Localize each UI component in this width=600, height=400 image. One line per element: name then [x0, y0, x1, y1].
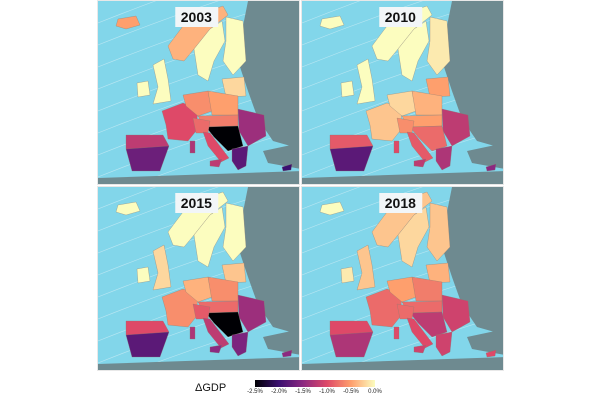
region-iceland — [115, 201, 141, 216]
map-panel-2015: 2015 — [97, 186, 300, 371]
region-sicily — [413, 344, 427, 354]
legend-tick: -2.5% — [247, 389, 263, 395]
region-greece — [231, 145, 249, 171]
africa-land — [302, 357, 503, 370]
region-ireland — [340, 266, 355, 284]
map-panel-2003: 2003 — [97, 0, 300, 185]
region-finland — [222, 16, 247, 76]
region-baltic — [425, 76, 451, 98]
region-romania-bulgaria — [237, 294, 267, 333]
region-germany — [386, 276, 417, 303]
region-ireland — [136, 266, 151, 284]
region-italy-south — [202, 131, 230, 163]
legend-tick: 0.0% — [368, 389, 382, 395]
region-sweden — [193, 20, 226, 82]
region-sweden — [397, 20, 430, 82]
region-iberia-south — [329, 145, 374, 172]
year-label: 2018 — [378, 193, 422, 213]
region-sicily — [209, 344, 223, 354]
region-sardinia — [393, 140, 400, 154]
region-italy-south — [406, 317, 434, 349]
region-sicily — [413, 158, 427, 168]
region-sardinia — [393, 326, 400, 340]
africa-land — [302, 171, 503, 184]
turkey-land — [263, 143, 299, 169]
russia-land — [442, 187, 503, 335]
region-uk — [356, 244, 376, 291]
region-iberia-south — [125, 331, 170, 358]
region-cyprus — [485, 163, 497, 172]
legend-tick: -1.0% — [319, 389, 335, 395]
color-legend: ΔGDP -2.5% -2.0% -1.5% -1.0% -0.5% 0.0% — [195, 376, 425, 400]
region-cyprus — [281, 163, 293, 172]
turkey-land — [467, 329, 503, 355]
region-sicily — [209, 158, 223, 168]
russia-land — [238, 1, 299, 149]
region-germany — [182, 90, 213, 117]
region-romania-bulgaria — [441, 108, 471, 147]
russia-land — [238, 187, 299, 335]
region-ireland — [340, 80, 355, 98]
region-italy-south — [406, 131, 434, 163]
region-greece — [435, 145, 453, 171]
legend-tick: -0.5% — [343, 389, 359, 395]
region-baltic — [221, 76, 247, 98]
year-label: 2003 — [174, 7, 218, 27]
region-sardinia — [189, 326, 196, 340]
region-uk — [152, 244, 172, 291]
legend-label: ΔGDP — [195, 382, 227, 394]
region-iberia-south — [329, 331, 374, 358]
region-italy-south — [202, 317, 230, 349]
africa-land — [98, 171, 299, 184]
region-germany — [386, 90, 417, 117]
region-iceland — [115, 15, 141, 30]
region-sweden — [193, 206, 226, 268]
graticule-line — [98, 1, 157, 24]
region-iceland — [319, 201, 345, 216]
region-baltic — [425, 262, 451, 284]
region-uk — [356, 58, 376, 105]
map-panel-2010: 2010 — [301, 0, 504, 185]
turkey-land — [467, 143, 503, 169]
region-finland — [222, 202, 247, 262]
russia-land — [442, 1, 503, 149]
region-romania-bulgaria — [237, 108, 267, 147]
region-sweden — [397, 206, 430, 268]
europe-map — [98, 187, 299, 370]
region-greece — [231, 331, 249, 357]
region-cyprus — [485, 349, 497, 358]
africa-land — [98, 357, 299, 370]
region-uk — [152, 58, 172, 105]
region-finland — [426, 16, 451, 76]
graticule-line — [302, 1, 361, 24]
year-label: 2010 — [378, 7, 422, 27]
region-iceland — [319, 15, 345, 30]
region-finland — [426, 202, 451, 262]
europe-map — [98, 1, 299, 184]
region-iberia-south — [125, 145, 170, 172]
legend-tick: -1.5% — [295, 389, 311, 395]
year-label: 2015 — [174, 193, 218, 213]
region-baltic — [221, 262, 247, 284]
region-ireland — [136, 80, 151, 98]
legend-tick: -2.0% — [271, 389, 287, 395]
region-romania-bulgaria — [441, 294, 471, 333]
region-greece — [435, 331, 453, 357]
region-germany — [182, 276, 213, 303]
europe-map — [302, 187, 503, 370]
legend-colorbar — [255, 380, 375, 387]
map-panel-2018: 2018 — [301, 186, 504, 371]
graticule-line — [98, 187, 157, 210]
europe-map — [302, 1, 503, 184]
graticule-line — [302, 187, 361, 210]
turkey-land — [263, 329, 299, 355]
region-cyprus — [281, 349, 293, 358]
region-sardinia — [189, 140, 196, 154]
